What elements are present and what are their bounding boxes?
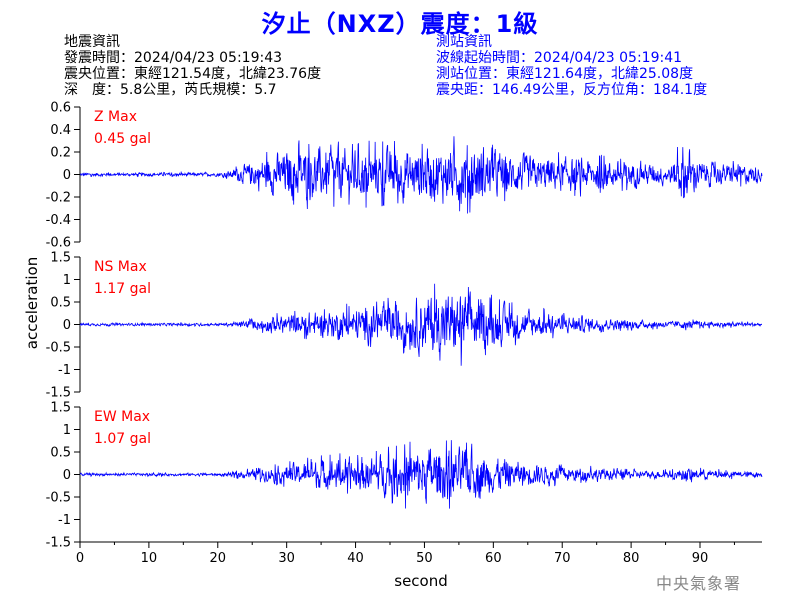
x-tick-label: 80: [623, 551, 640, 566]
quake-info: 地震資訊 發震時間：2024/04/23 05:19:43 震央位置：東經121…: [64, 34, 321, 98]
y-axis-label: acceleration: [23, 257, 41, 349]
quake-info-heading: 地震資訊: [64, 34, 120, 50]
trace-z: [79, 136, 763, 214]
max-value-ew: 1.07 gal: [94, 431, 151, 447]
agency-credit: 中央氣象署: [656, 574, 742, 593]
y-tick-label: 0.6: [50, 101, 71, 116]
y-tick-label: 0.2: [50, 146, 71, 161]
y-tick-label: 1.5: [50, 251, 71, 266]
trace-ns: [79, 283, 763, 366]
y-tick-label: 0.5: [50, 296, 71, 311]
depth-magnitude: 深 度：5.8公里，芮氏規模：5.7: [64, 82, 277, 98]
x-tick-label: 20: [210, 551, 227, 566]
max-label-ew: EW Max: [94, 409, 150, 425]
y-tick-label: 1: [63, 423, 71, 438]
wave-start-time: 波線起始時間：2024/04/23 05:19:41: [436, 50, 683, 66]
y-tick-label: 0: [63, 468, 71, 483]
x-tick-label: 70: [554, 551, 571, 566]
y-tick-label: -0.5: [46, 341, 71, 356]
station-location: 測站位置：東經121.64度，北緯25.08度: [436, 66, 694, 82]
y-tick-label: -0.4: [46, 213, 71, 228]
max-label-ns: NS Max: [94, 259, 147, 275]
chart-title: 汐止（NXZ）震度：1級: [261, 10, 539, 38]
x-tick-label: 0: [76, 551, 84, 566]
y-tick-label: -1.5: [46, 536, 71, 551]
x-tick-label: 40: [347, 551, 364, 566]
origin-time: 發震時間：2024/04/23 05:19:43: [64, 50, 283, 66]
y-tick-label: 0.4: [50, 123, 71, 138]
y-tick-label: 0: [63, 318, 71, 333]
x-tick-label: 90: [692, 551, 709, 566]
x-tick-label: 50: [416, 551, 433, 566]
y-tick-label: -0.5: [46, 491, 71, 506]
max-value-z: 0.45 gal: [94, 131, 151, 147]
epicenter-location: 震央位置：東經121.54度，北緯23.76度: [64, 66, 322, 82]
max-value-ns: 1.17 gal: [94, 281, 151, 297]
station-info-heading: 測站資訊: [436, 34, 492, 50]
x-tick-label: 10: [141, 551, 158, 566]
x-tick-label: 30: [278, 551, 295, 566]
epicentral-distance: 震央距：146.49公里，反方位角：184.1度: [436, 82, 708, 98]
y-tick-label: -1: [58, 363, 71, 378]
max-label-z: Z Max: [94, 109, 137, 125]
y-tick-label: -1: [58, 513, 71, 528]
y-tick-label: 1.5: [50, 401, 71, 416]
y-tick-label: 0.5: [50, 446, 71, 461]
y-tick-label: -0.2: [46, 191, 71, 206]
y-tick-label: 1: [63, 273, 71, 288]
x-axis-label: second: [394, 572, 448, 590]
trace-ew: [79, 440, 763, 509]
y-tick-label: 0: [63, 168, 71, 183]
y-tick-label: -0.6: [46, 236, 71, 251]
station-info: 測站資訊 波線起始時間：2024/04/23 05:19:41 測站位置：東經1…: [436, 34, 707, 98]
y-tick-label: -1.5: [46, 386, 71, 401]
x-tick-label: 60: [485, 551, 502, 566]
